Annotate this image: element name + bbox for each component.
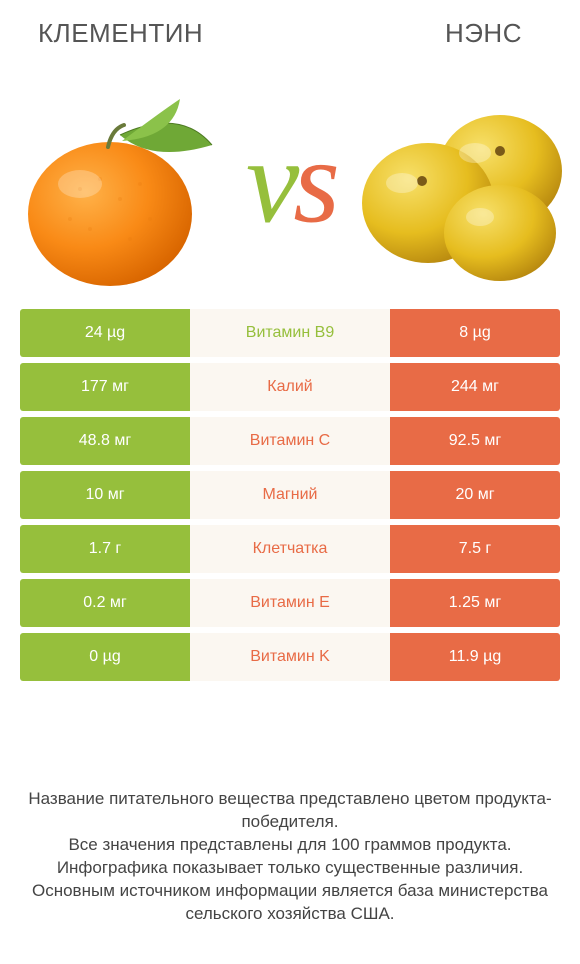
header-titles: КЛЕМЕНТИН НЭНС: [0, 0, 580, 49]
image-clementine: [20, 89, 220, 289]
cell-right-value: 1.25 мг: [390, 579, 560, 627]
table-row: 0.2 мгВитамин E1.25 мг: [20, 579, 560, 627]
footnote-line: Все значения представлены для 100 граммо…: [68, 835, 511, 854]
footnote-line: Инфографика показывает только существенн…: [57, 858, 523, 877]
cell-right-value: 11.9 µg: [390, 633, 560, 681]
cell-right-value: 92.5 мг: [390, 417, 560, 465]
table-row: 0 µgВитамин K11.9 µg: [20, 633, 560, 681]
cell-nutrient-name: Калий: [190, 363, 390, 411]
table-row: 24 µgВитамин B98 µg: [20, 309, 560, 357]
footnote-line: Основным источником информации является …: [32, 881, 548, 923]
footnote-line: Название питательного вещества представл…: [28, 789, 551, 831]
cell-nutrient-name: Витамин C: [190, 417, 390, 465]
cell-right-value: 8 µg: [390, 309, 560, 357]
table-row: 177 мгКалий244 мг: [20, 363, 560, 411]
cell-right-value: 244 мг: [390, 363, 560, 411]
title-left: КЛЕМЕНТИН: [38, 18, 203, 49]
image-nance: [350, 91, 570, 281]
table-row: 1.7 гКлетчатка7.5 г: [20, 525, 560, 573]
cell-nutrient-name: Клетчатка: [190, 525, 390, 573]
cell-nutrient-name: Магний: [190, 471, 390, 519]
cell-left-value: 0 µg: [20, 633, 190, 681]
cell-nutrient-name: Витамин B9: [190, 309, 390, 357]
hero-area: vs: [0, 69, 580, 299]
table-row: 48.8 мгВитамин C92.5 мг: [20, 417, 560, 465]
cell-right-value: 7.5 г: [390, 525, 560, 573]
vs-s: s: [293, 115, 334, 248]
cell-left-value: 48.8 мг: [20, 417, 190, 465]
cell-left-value: 177 мг: [20, 363, 190, 411]
footnote: Название питательного вещества представл…: [0, 788, 580, 926]
cell-nutrient-name: Витамин K: [190, 633, 390, 681]
cell-left-value: 24 µg: [20, 309, 190, 357]
nutrient-table: 24 µgВитамин B98 µg 177 мгКалий244 мг 48.8…: [0, 309, 580, 681]
title-right: НЭНС: [445, 18, 522, 49]
vs-label: vs: [246, 122, 334, 242]
cell-left-value: 1.7 г: [20, 525, 190, 573]
cell-left-value: 10 мг: [20, 471, 190, 519]
vs-v: v: [246, 115, 293, 248]
table-row: 10 мгМагний20 мг: [20, 471, 560, 519]
cell-left-value: 0.2 мг: [20, 579, 190, 627]
cell-nutrient-name: Витамин E: [190, 579, 390, 627]
cell-right-value: 20 мг: [390, 471, 560, 519]
